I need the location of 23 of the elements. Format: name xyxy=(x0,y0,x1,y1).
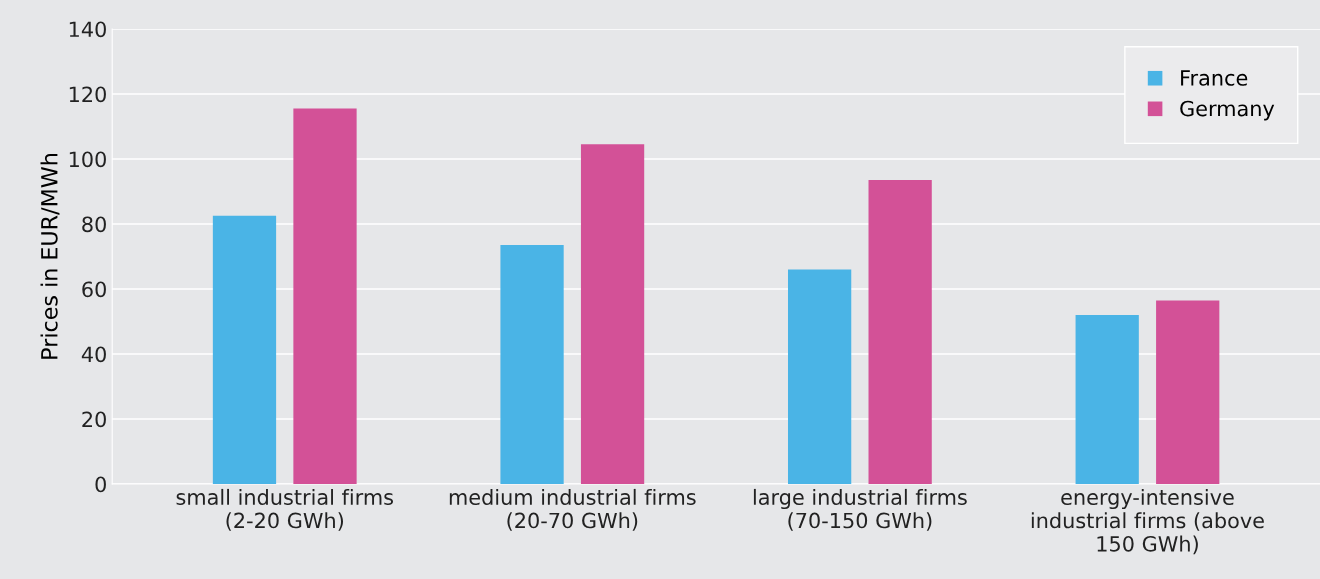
y-tick-label: 80 xyxy=(82,216,106,233)
bar xyxy=(580,144,645,485)
y-tick-label: 40 xyxy=(81,346,106,363)
x-tick-label: energy-intensive industrial firms (above 150 GWh) xyxy=(1031,488,1264,555)
bar xyxy=(212,215,277,485)
x-tick-label: small industrial firms (2-20 GWh) xyxy=(176,488,394,531)
bar xyxy=(1075,315,1139,485)
bar xyxy=(293,108,357,485)
bar xyxy=(787,269,852,485)
x-tick-label: medium industrial firms (20-70 GWh) xyxy=(449,488,696,531)
y-tick-label: 120 xyxy=(69,86,106,103)
y-axis-title: Prices in EUR/MWh xyxy=(40,154,60,359)
x-tick-label: large industrial firms (70-150 GWh) xyxy=(753,488,967,531)
y-tick-label: 140 xyxy=(69,21,106,38)
bar xyxy=(868,180,932,485)
legend-label: France xyxy=(1181,70,1248,86)
y-tick-label: 60 xyxy=(82,281,106,298)
y-tick-label: 20 xyxy=(82,411,106,428)
y-tick-label: 0 xyxy=(95,476,106,493)
bar xyxy=(1156,300,1220,485)
bar xyxy=(500,245,564,485)
legend-label: Germany xyxy=(1180,100,1275,121)
y-tick-label: 100 xyxy=(69,151,106,168)
